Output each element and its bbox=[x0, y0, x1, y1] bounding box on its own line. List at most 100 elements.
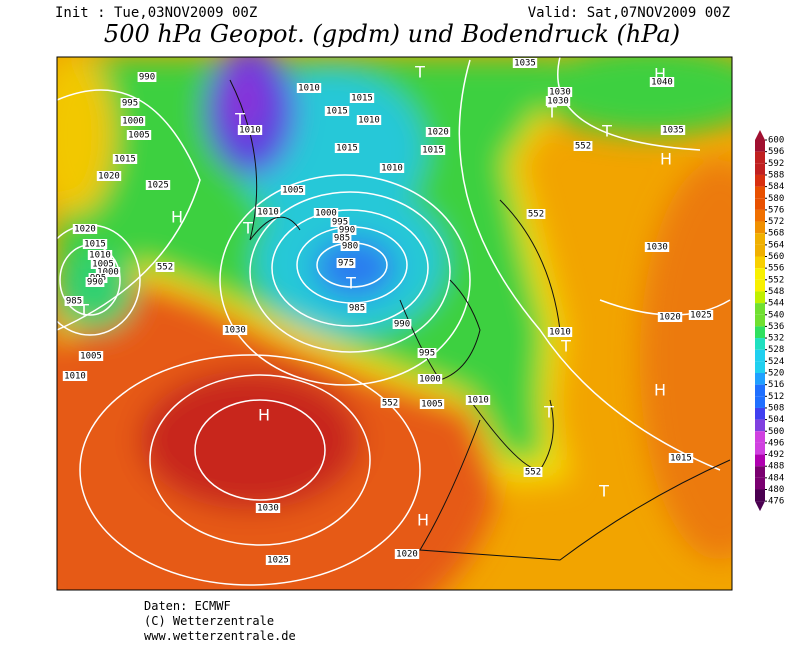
colorbar-label: 528 bbox=[768, 345, 784, 355]
isobar-label: 975 bbox=[338, 259, 354, 269]
colorbar-label: 520 bbox=[768, 369, 784, 379]
valid-time: Valid: Sat,07NOV2009 00Z bbox=[528, 5, 730, 21]
isobar-label-bg bbox=[420, 145, 446, 155]
colorbar-label: 512 bbox=[768, 392, 784, 402]
isobar-label-bg bbox=[95, 267, 121, 277]
colorbar-swatch bbox=[755, 338, 765, 350]
isobar-label: 1005 bbox=[92, 260, 114, 270]
isobar-label: 1015 bbox=[84, 240, 106, 250]
isobar-label-bg bbox=[137, 72, 157, 82]
colorbar-label: 552 bbox=[768, 275, 784, 285]
isobar-label-bg bbox=[419, 399, 445, 409]
isobar-label: 1005 bbox=[80, 352, 102, 362]
isobar-label: 1005 bbox=[282, 186, 304, 196]
colorbar-swatch bbox=[755, 151, 765, 164]
colorbar-label: 508 bbox=[768, 403, 784, 413]
isobar-label: 1015 bbox=[670, 454, 692, 464]
isobar-label: 1010 bbox=[239, 126, 261, 136]
isobar-label-bg bbox=[78, 351, 104, 361]
isobar-label: 995 bbox=[419, 349, 435, 359]
isobar-label: 1000 bbox=[419, 375, 441, 385]
height-label-bg bbox=[573, 141, 593, 151]
isobar-label: 985 bbox=[66, 297, 82, 307]
colorbar-swatch bbox=[755, 221, 765, 234]
colorbar-swatch bbox=[755, 326, 765, 339]
colorbar-swatch bbox=[755, 361, 765, 373]
isobar-label: 1010 bbox=[549, 328, 571, 338]
isobar-label-bg bbox=[668, 453, 694, 463]
colorbar-swatch bbox=[755, 140, 765, 152]
colorbar-swatch bbox=[755, 314, 765, 327]
isobar-label: 1010 bbox=[381, 164, 403, 174]
colorbar-label: 484 bbox=[768, 473, 784, 483]
isobar-label-bg bbox=[255, 503, 281, 513]
isobar-label: 1000 bbox=[122, 117, 144, 127]
isobar-label: 1035 bbox=[514, 59, 536, 69]
colorbar-swatch bbox=[755, 384, 765, 397]
colorbar-label: 584 bbox=[768, 182, 784, 192]
pressure-center: T bbox=[560, 337, 571, 356]
colorbar-swatch bbox=[755, 477, 765, 490]
colorbar-label: 500 bbox=[768, 427, 784, 437]
height-label-bg bbox=[380, 398, 400, 408]
isobar-label-bg bbox=[90, 259, 116, 269]
pressure-center: H bbox=[660, 150, 672, 169]
colorbar-label: 492 bbox=[768, 450, 784, 460]
map-title: 500 hPa Geopot. (gpdm) und Bodendruck (h… bbox=[104, 20, 680, 48]
pressure-center: H bbox=[417, 511, 429, 530]
isobar-label-bg bbox=[280, 185, 306, 195]
isobar-label: 1010 bbox=[89, 251, 111, 261]
colorbar-label: 488 bbox=[768, 462, 784, 472]
colorbar-label: 572 bbox=[768, 217, 784, 227]
isobar-label-bg bbox=[313, 208, 339, 218]
isobar-label-bg bbox=[255, 207, 281, 217]
isobar-label-bg bbox=[425, 127, 451, 137]
isobar-label-bg bbox=[265, 555, 291, 565]
colorbar-label: 540 bbox=[768, 310, 784, 320]
colorbar-swatch bbox=[755, 454, 765, 467]
isobar-label: 1020 bbox=[396, 550, 418, 560]
isobar-label-bg bbox=[379, 163, 405, 173]
colorbar-label: 504 bbox=[768, 415, 784, 425]
isobar-label: 980 bbox=[342, 242, 358, 252]
isobar-label: 1005 bbox=[421, 400, 443, 410]
height-label: 552 bbox=[157, 263, 173, 273]
height-label: 552 bbox=[528, 210, 544, 220]
isobar-label-bg bbox=[392, 319, 412, 329]
isobar-label: 1020 bbox=[659, 313, 681, 323]
isobar-label-bg bbox=[96, 171, 122, 181]
isobar-label: 1015 bbox=[114, 155, 136, 165]
height-label: 552 bbox=[525, 468, 541, 478]
pressure-center: T bbox=[601, 122, 612, 141]
isobar-label-bg bbox=[126, 130, 152, 140]
isobar-label-bg bbox=[657, 312, 683, 322]
colorbar-label: 524 bbox=[768, 357, 784, 367]
colorbar-label: 588 bbox=[768, 170, 784, 180]
isobar-label-bg bbox=[62, 371, 88, 381]
isobar-label: 1020 bbox=[427, 128, 449, 138]
isobar-label-bg bbox=[340, 241, 360, 251]
isobar-label: 990 bbox=[139, 73, 155, 83]
isobar-label: 1025 bbox=[267, 556, 289, 566]
colorbar-label: 580 bbox=[768, 194, 784, 204]
isobar-label: 1020 bbox=[98, 172, 120, 182]
isobar-label-bg bbox=[649, 77, 675, 87]
isobar-label-bg bbox=[417, 374, 443, 384]
footer-data: Daten: ECMWF bbox=[144, 599, 231, 613]
pressure-center: H bbox=[258, 406, 270, 425]
isobar-label: 1010 bbox=[64, 372, 86, 382]
isobar-label: 1015 bbox=[336, 144, 358, 154]
isobar-label: 990 bbox=[339, 226, 355, 236]
pressure-center: T bbox=[546, 103, 557, 122]
height-label-bg bbox=[155, 262, 175, 272]
isobar-label-bg bbox=[660, 125, 686, 135]
isobar-label: 1030 bbox=[547, 97, 569, 107]
isobar-label-bg bbox=[547, 327, 573, 337]
isobar-label-bg bbox=[394, 549, 420, 559]
isobar-label-bg bbox=[337, 225, 357, 235]
pressure-center: T bbox=[78, 301, 89, 320]
colorbar-swatch bbox=[755, 466, 765, 478]
height-label-bg bbox=[523, 467, 543, 477]
isobar-label: 990 bbox=[87, 278, 103, 288]
